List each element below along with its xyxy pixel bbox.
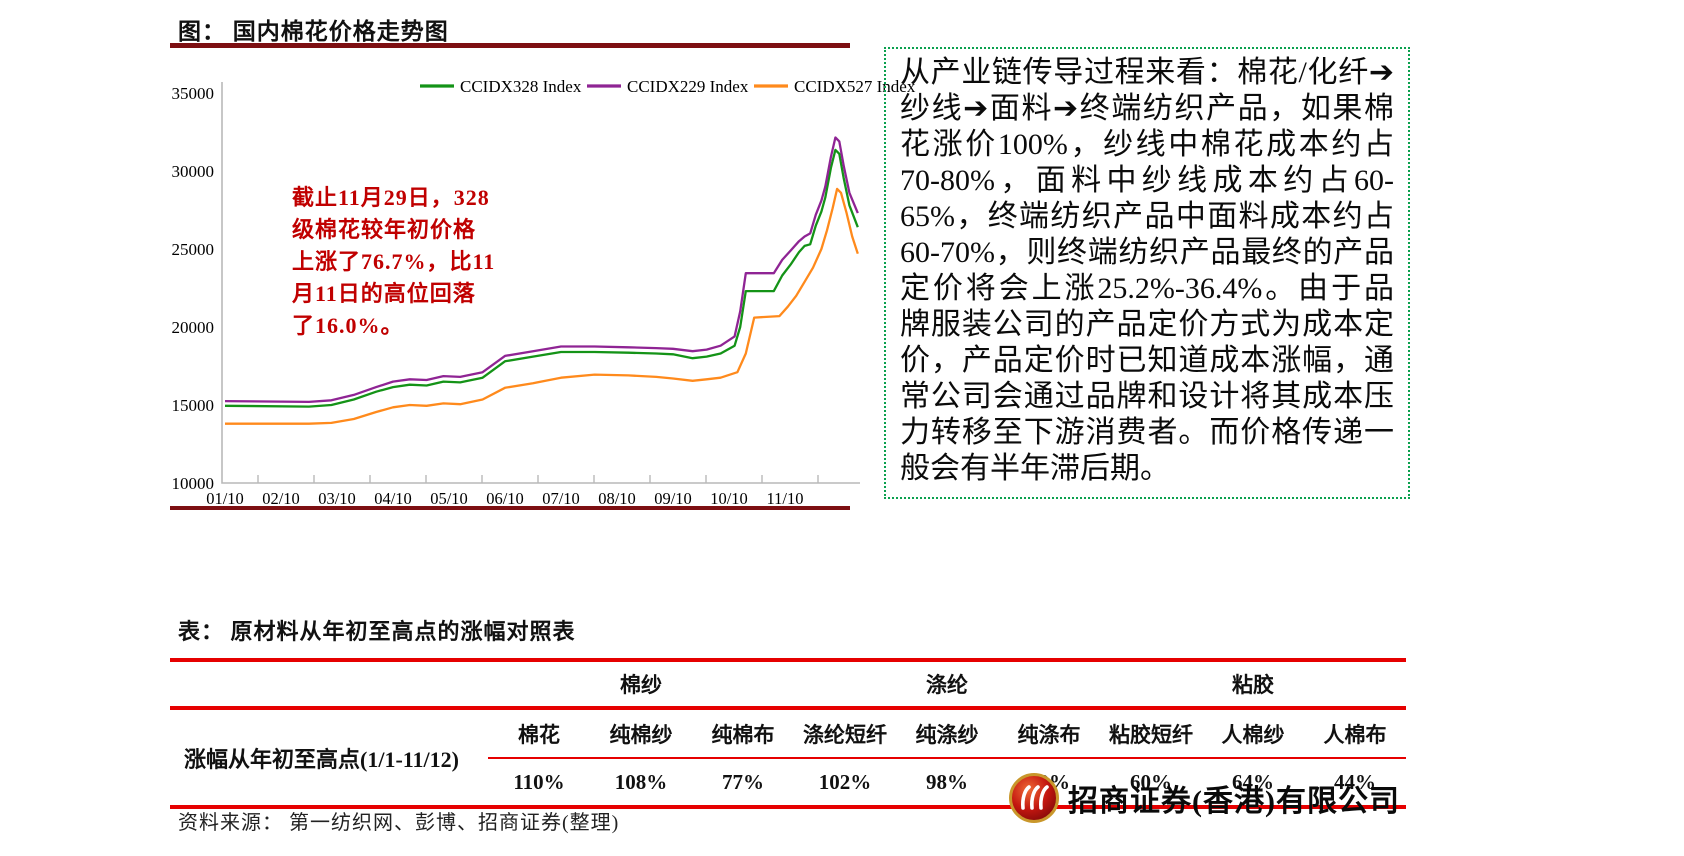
table-value-cell: 102% <box>794 758 896 809</box>
table-value-cell: 108% <box>590 758 692 809</box>
table-column-header: 纯涤纱 <box>896 708 998 759</box>
x-axis-label: 08/10 <box>598 489 636 506</box>
source-text: 资料来源： 第一纺织网、彭博、招商证券(整理) <box>178 812 620 834</box>
chart-title: 图： 国内棉花价格走势图 <box>178 19 449 44</box>
company-name: 招商证券(香港)有限公司 <box>1068 785 1400 818</box>
x-axis-label: 01/10 <box>206 489 244 506</box>
y-axis-label: 15000 <box>172 396 215 415</box>
table-column-header: 纯棉纱 <box>590 708 692 759</box>
chart-axes <box>221 82 860 484</box>
table-column-header: 涤纶短纤 <box>794 708 896 759</box>
x-axis-label: 06/10 <box>486 489 524 506</box>
y-axis-label: 35000 <box>172 84 215 103</box>
y-axis-label: 25000 <box>172 240 215 259</box>
x-axis-label: 11/10 <box>767 489 804 506</box>
legend-label: CCIDX328 Index <box>460 77 582 96</box>
table-column-header: 纯涤布 <box>998 708 1100 759</box>
x-axis-label: 09/10 <box>654 489 692 506</box>
table-value-cell: 77% <box>692 758 794 809</box>
x-axis-label: 10/10 <box>710 489 748 506</box>
note-text: 从产业链传导过程来看：棉花/化纤➔纱线➔面料➔终端纺织产品，如果棉花涨价100%… <box>900 56 1394 485</box>
series-line-ccidx527-index <box>225 187 859 425</box>
y-axis-label: 20000 <box>172 318 215 337</box>
table-row-label: 涨幅从年初至高点(1/1-11/12) <box>170 708 488 809</box>
table-corner-cell <box>170 658 488 710</box>
table-value-cell: 98% <box>896 758 998 809</box>
table-value-cell: 64% <box>1202 758 1304 809</box>
table-value-cell: 110% <box>488 758 590 809</box>
table-column-header: 棉花 <box>488 708 590 759</box>
chart-bottom-rule <box>170 506 850 510</box>
y-axis-label: 30000 <box>172 162 215 181</box>
series-line-ccidx229-index <box>224 136 859 404</box>
series-line-ccidx328-index <box>224 148 859 408</box>
table-column-header: 纯棉布 <box>692 708 794 759</box>
x-axis-label: 02/10 <box>262 489 300 506</box>
x-axis-label: 04/10 <box>374 489 412 506</box>
table-column-header: 人棉纱 <box>1202 708 1304 759</box>
table-group-header: 棉纱 <box>488 658 794 710</box>
x-axis-label: 05/10 <box>430 489 468 506</box>
x-axis-label: 03/10 <box>318 489 356 506</box>
note-box: 从产业链传导过程来看：棉花/化纤➔纱线➔面料➔终端纺织产品，如果棉花涨价100%… <box>884 47 1410 499</box>
table-value-cell: 44% <box>1304 758 1406 809</box>
company-logo: 招商证券(香港)有限公司 <box>1008 772 1400 824</box>
table-column-header: 粘胶短纤 <box>1100 708 1202 759</box>
table-group-header: 涤纶 <box>794 658 1100 710</box>
table-group-header: 粘胶 <box>1100 658 1406 710</box>
table-value-cell: 60% <box>1100 758 1202 809</box>
y-axis-label: 10000 <box>172 474 215 493</box>
chart-annotation-text: 截止11月29日，328 级棉花较年初价格 上涨了76.7%，比11 月11日的… <box>292 185 496 338</box>
table-column-header: 人棉布 <box>1304 708 1406 759</box>
table-title: 表： 原材料从年初至高点的涨幅对照表 <box>178 619 576 644</box>
chart-title-rule <box>170 43 850 48</box>
table-header-row: 涨幅从年初至高点(1/1-11/12) 棉花 纯棉纱 纯棉布 涤纶短纤 纯涤纱 纯涤布 粘胶… <box>170 708 1406 809</box>
company-logo-icon <box>1009 773 1059 823</box>
legend-label: CCIDX229 Index <box>627 77 749 96</box>
x-axis-label: 07/10 <box>542 489 580 506</box>
table-group-row: 棉纱 涤纶 粘胶 <box>170 658 1406 710</box>
